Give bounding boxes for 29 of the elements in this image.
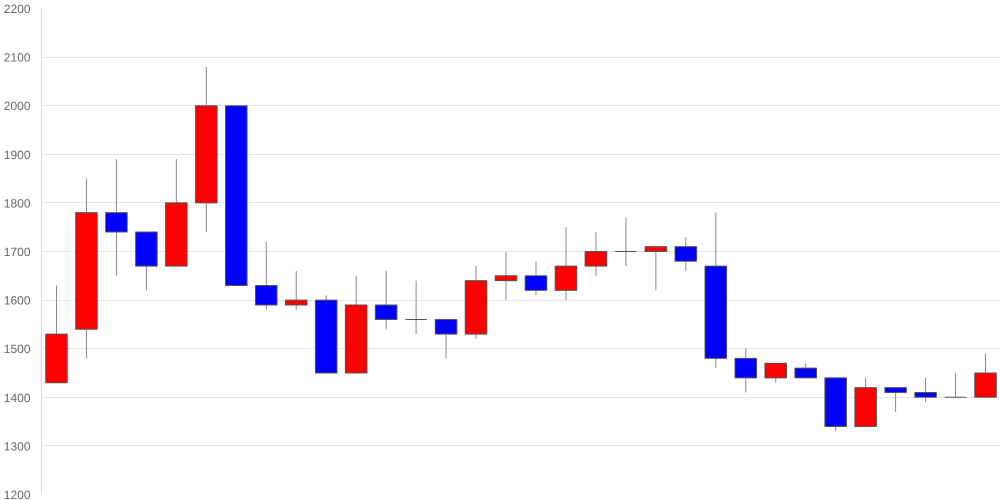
candlestick <box>254 241 278 310</box>
candlestick <box>284 270 308 310</box>
candlestick <box>374 270 398 330</box>
y-tick-label: 1700 <box>4 245 31 259</box>
y-tick-label: 1200 <box>4 488 31 500</box>
y-tick-label: 1500 <box>4 342 31 356</box>
y-tick-label: 1600 <box>4 294 31 308</box>
candlestick <box>614 216 638 267</box>
y-tick-label: 2100 <box>4 50 31 65</box>
candlestick <box>794 362 817 378</box>
candlestick <box>434 319 458 359</box>
candlestick <box>674 236 698 272</box>
candlestick <box>494 251 518 301</box>
candlestick <box>944 372 967 398</box>
candlestick <box>524 260 548 296</box>
y-tick-label: 1800 <box>4 196 31 210</box>
candlestick <box>584 232 608 276</box>
candlestick <box>404 280 428 335</box>
y-tick-label: 1400 <box>4 390 31 405</box>
y-tick-label: 1300 <box>4 439 31 454</box>
y-tick-label: 1900 <box>4 148 31 162</box>
candlestick <box>644 246 668 291</box>
candlestick <box>884 387 907 412</box>
candlestick <box>105 158 128 276</box>
candlestick <box>764 362 788 384</box>
candlestick <box>734 348 758 393</box>
y-tick-label: 2000 <box>4 99 31 114</box>
candlestick <box>914 377 937 403</box>
y-tick-label: 2200 <box>4 2 31 16</box>
